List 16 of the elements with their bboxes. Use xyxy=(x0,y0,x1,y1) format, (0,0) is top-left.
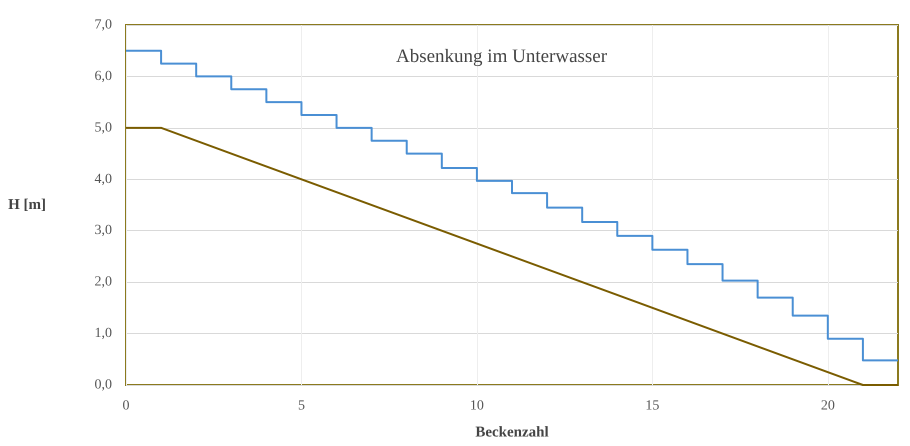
x-tick-label: 5 xyxy=(298,398,305,414)
x-tick-label: 15 xyxy=(645,398,660,414)
y-tick-label: 2,0 xyxy=(94,274,112,290)
y-tick-label: 0,0 xyxy=(94,378,112,392)
y-axis-title: H [m] xyxy=(8,197,46,213)
y-tick-label: 5,0 xyxy=(94,120,112,136)
y-tick-label: 7,0 xyxy=(94,18,112,32)
x-tick-label: 10 xyxy=(470,398,484,414)
x-tick-label: 0 xyxy=(122,398,130,414)
x-tick-label: 20 xyxy=(820,398,835,414)
y-tick-label: 3,0 xyxy=(94,223,112,238)
y-tick-label: 6,0 xyxy=(94,68,112,84)
text: Absenkung im Unterwasser xyxy=(396,46,608,67)
y-tick-label: 1,0 xyxy=(94,326,112,342)
x-axis-title: Beckenzahl xyxy=(475,424,549,440)
y-tick-label: 4,0 xyxy=(94,172,112,187)
